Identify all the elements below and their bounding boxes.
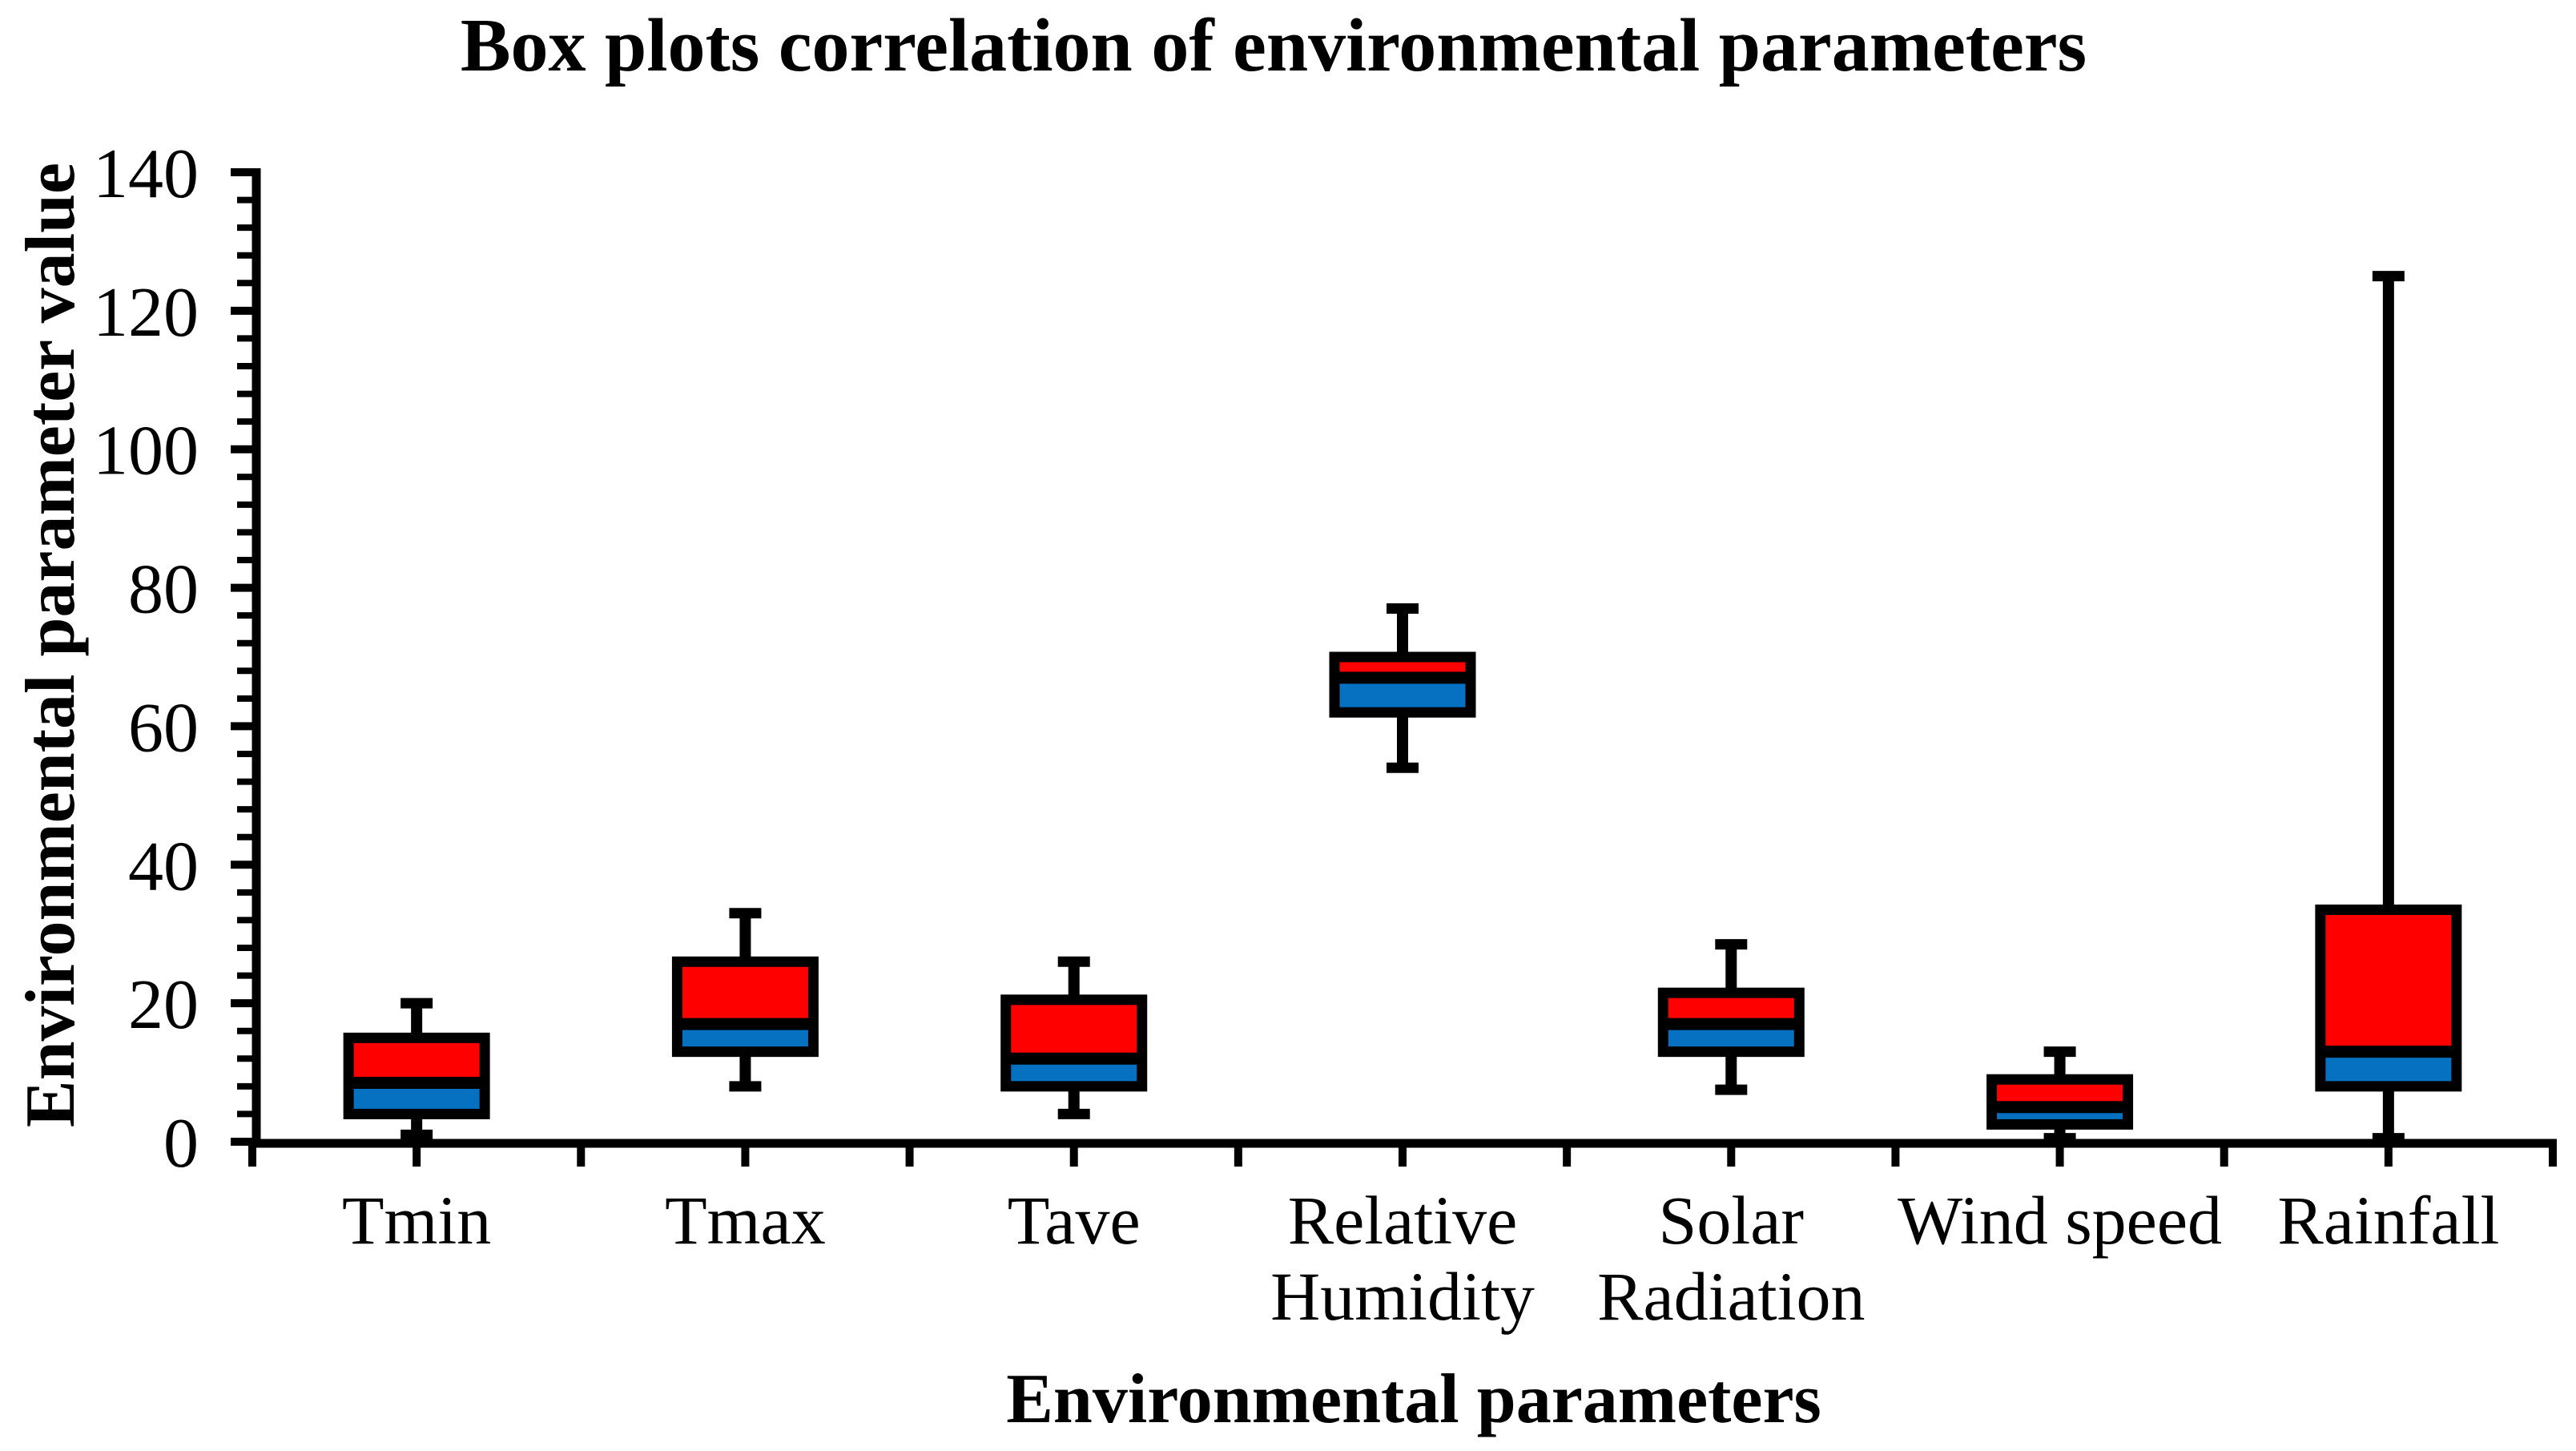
box-border-rainfall [2315,904,2462,1092]
box-border-tave [1000,994,1148,1092]
x-category-label-tmin: Tmin [342,1182,491,1259]
y-tick-label: 120 [93,274,199,352]
y-tick-label: 80 [128,551,199,629]
x-category-label-rainfall: Rainfall [2277,1182,2499,1259]
x-category-label-relative-humidity: Relative [1288,1182,1518,1259]
y-tick-label: 40 [128,828,199,905]
x-category-label-relative-humidity: Humidity [1270,1258,1535,1335]
upper-box-fill-rainfall [2320,909,2457,1052]
box-border-relative-humidity [1329,651,1476,718]
upper-box-fill-tmin [348,1038,485,1083]
plot-area: 0 20 40 60 80 100 120 140 Tmin Tmax Tave RelativeHu… [93,135,2557,1335]
y-tick-label: 60 [128,689,199,767]
upper-box-fill-tave [1005,999,1142,1059]
x-axis-title: Environmental parameters [1006,1360,1821,1438]
box-border-tmin [343,1032,490,1119]
x-category-label-tave: Tave [1008,1182,1141,1259]
y-tick-label: 140 [93,135,199,213]
x-category-label-solar-radiation: Radiation [1597,1258,1865,1335]
x-category-label-solar-radiation: Solar [1659,1182,1805,1259]
y-tick-label: 100 [93,413,199,490]
y-axis-title: Environmental parameter value [12,163,90,1127]
upper-box-fill-tmax [677,961,814,1025]
x-category-label-tmax: Tmax [665,1182,826,1259]
chart-title: Box plots correlation of environmental p… [461,4,2087,87]
y-tick-label: 0 [163,1105,199,1183]
y-tick-label: 20 [128,966,199,1044]
x-category-label-wind-speed: Wind speed [1898,1182,2222,1259]
box-border-tmax [671,956,819,1058]
